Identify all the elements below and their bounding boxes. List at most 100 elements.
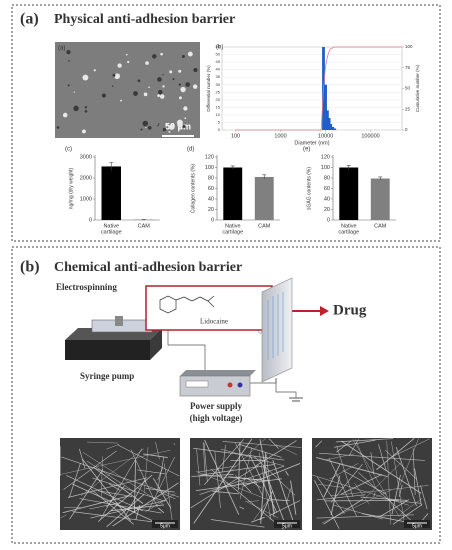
- fibre: [399, 437, 419, 487]
- fibre: [193, 438, 253, 524]
- x-tick-label: CAM: [258, 223, 271, 229]
- y-tick-label: 1000: [80, 196, 92, 202]
- sem-particle: [162, 85, 165, 88]
- sem-particle: [157, 123, 160, 125]
- sem-particle: [178, 83, 181, 86]
- sem-particle: [168, 124, 175, 130]
- fibre: [259, 452, 272, 520]
- scale-bar-box: [274, 520, 300, 528]
- fibre: [90, 500, 166, 519]
- sem-particle: [82, 129, 86, 134]
- fibre: [285, 470, 289, 476]
- sem-particle: [117, 63, 122, 68]
- sem-particle: [172, 78, 175, 81]
- supply-top: [180, 370, 256, 376]
- ground-wire: [275, 378, 297, 398]
- fibre: [269, 438, 279, 449]
- sem-particle: [158, 89, 163, 95]
- fibre: [336, 438, 394, 443]
- sem-particle: [148, 86, 150, 88]
- sem-particle: [162, 73, 164, 76]
- fibre: [173, 443, 175, 446]
- fibre: [106, 443, 120, 450]
- cumulative-line: [235, 46, 402, 131]
- wire: [167, 330, 206, 370]
- fibre: [325, 453, 355, 461]
- fibre: [196, 471, 275, 503]
- y-tick-label: 5: [218, 120, 221, 125]
- fibre: [399, 498, 423, 515]
- fibre: [330, 475, 341, 516]
- fibre: [238, 443, 282, 458]
- fibre: [387, 499, 421, 504]
- fibre: [341, 440, 422, 494]
- fibre: [316, 476, 345, 514]
- sem-particle: [160, 52, 163, 56]
- fibre: [316, 457, 388, 478]
- fibre: [373, 492, 376, 498]
- fibre: [94, 467, 144, 504]
- fibre: [61, 456, 180, 498]
- sem-particle: [84, 109, 88, 113]
- diagram-label: Electrospinning: [56, 282, 117, 292]
- sem-particle: [84, 106, 88, 109]
- fibre: [334, 439, 376, 448]
- y-tick-label: 35: [216, 74, 221, 79]
- knob: [237, 382, 243, 388]
- fibre: [191, 474, 234, 477]
- fibre: [86, 460, 134, 492]
- x-tick-label: 100000: [361, 133, 379, 139]
- bar: [339, 167, 359, 220]
- x-tick-label: CAM: [374, 223, 387, 229]
- fibre: [69, 462, 81, 498]
- error-bar: [109, 161, 114, 171]
- x-tick-label: Native: [341, 223, 357, 229]
- fibre: [196, 448, 201, 486]
- fibre: [275, 444, 297, 455]
- plot-area: [221, 46, 403, 131]
- fibre: [412, 448, 416, 495]
- fibre: [290, 480, 297, 515]
- display: [185, 380, 209, 388]
- pump-front: [65, 340, 150, 360]
- x-tick-label: cartilage: [222, 229, 243, 235]
- y2-axis-label: Cumulative number (%): [415, 64, 420, 112]
- fibre: [117, 444, 180, 477]
- sem-particle: [193, 67, 198, 73]
- y2-tick-label: 100: [405, 44, 413, 49]
- fibre: [272, 459, 296, 527]
- sem-particle: [181, 55, 185, 58]
- panel-title: Physical anti-adhesion barrier: [54, 12, 235, 27]
- fibre: [360, 496, 408, 501]
- panel-title: Chemical anti-adhesion barrier: [54, 260, 242, 275]
- electrospinning-diagram: Electrospinning Syringe pump Lidocaine D…: [56, 277, 367, 423]
- sem-particle: [56, 126, 60, 129]
- y-tick-label: 10: [216, 112, 221, 117]
- scale-bar-box: [404, 520, 430, 528]
- fibre: [116, 504, 136, 513]
- bar: [326, 110, 329, 130]
- fibre: [235, 442, 263, 496]
- y-tick-label: 55: [216, 44, 221, 49]
- y2-tick-label: 75: [405, 65, 411, 70]
- error-bar: [262, 174, 267, 180]
- sem-particle: [82, 74, 89, 81]
- y-tick-label: 30: [216, 82, 221, 87]
- fibre: [199, 465, 285, 495]
- fibre: [348, 438, 360, 457]
- sem-particle: [73, 91, 75, 93]
- fibre: [254, 440, 297, 467]
- scale-bar-label: 5μm: [412, 523, 422, 529]
- fibre: [72, 483, 157, 523]
- x-tick-label: cartilage: [101, 229, 122, 235]
- y-tick-label: 0: [211, 217, 214, 223]
- y2-tick-label: 50: [405, 86, 411, 91]
- fibre: [89, 502, 121, 510]
- diagram-label: Syringe pump: [80, 371, 134, 381]
- diagram-label: Lidocaine: [200, 318, 228, 326]
- scale-bar-label: 5μm: [282, 523, 292, 529]
- sem-particle: [182, 124, 186, 128]
- sem-particle: [157, 77, 162, 82]
- fibre: [318, 484, 345, 488]
